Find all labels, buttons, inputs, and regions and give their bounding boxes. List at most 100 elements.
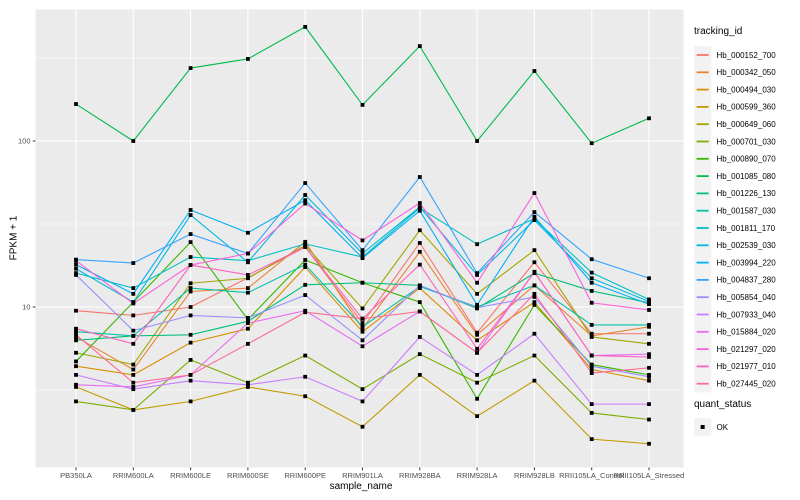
data-point [647, 365, 651, 370]
data-point [246, 273, 250, 277]
data-point [589, 335, 594, 339]
data-point [131, 286, 136, 290]
x-tick-label: RRIM901LA [342, 471, 383, 480]
data-point [74, 266, 78, 271]
data-point [74, 372, 78, 377]
data-point [131, 139, 136, 143]
data-point [647, 417, 651, 422]
data-point [188, 372, 193, 377]
data-point [532, 210, 537, 214]
data-point [475, 139, 479, 143]
data-point [246, 326, 250, 331]
data-point [417, 241, 422, 245]
data-point [475, 305, 479, 310]
legend-item-label: Hb_015884_020 [717, 328, 777, 337]
data-point [475, 332, 479, 337]
data-point [74, 102, 78, 106]
data-point [131, 372, 136, 377]
data-point [475, 330, 479, 335]
data-point [188, 232, 193, 236]
legend-item-label: Hb_001226_130 [717, 189, 777, 198]
data-point [188, 340, 193, 345]
legend-item-label: Hb_000342_050 [717, 68, 777, 77]
data-point [246, 382, 250, 387]
data-point [589, 270, 594, 275]
data-point [188, 332, 193, 337]
data-point [303, 201, 308, 206]
data-point [74, 273, 78, 277]
legend-item-label: Hb_003994_220 [717, 258, 777, 267]
data-point [532, 283, 537, 288]
data-point [417, 300, 422, 305]
data-point [360, 280, 365, 285]
data-point [360, 326, 365, 331]
legend-item-label: Hb_001811_170 [717, 224, 776, 233]
data-point [188, 66, 193, 70]
y-axis-title: FPKM + 1 [8, 215, 20, 261]
data-point [246, 260, 250, 265]
data-point [417, 208, 422, 213]
data-point [360, 256, 365, 261]
data-point [246, 276, 250, 281]
legend-item-label: Hb_000701_030 [717, 137, 777, 146]
data-point [303, 24, 308, 29]
data-point [360, 248, 365, 253]
data-point [246, 385, 250, 389]
data-point [303, 181, 308, 185]
data-point [589, 300, 594, 305]
data-point [475, 414, 479, 419]
data-point [417, 352, 422, 357]
data-point [475, 396, 479, 401]
data-point [360, 306, 365, 311]
data-point [417, 249, 422, 254]
data-point [647, 355, 651, 359]
data-point [74, 364, 78, 369]
data-point [131, 362, 136, 367]
data-point [532, 218, 537, 222]
data-point [532, 69, 537, 73]
y-tick-label: 10 [22, 303, 30, 312]
data-point [74, 359, 78, 364]
data-point [246, 321, 250, 325]
data-point [131, 385, 136, 389]
data-point [589, 353, 594, 358]
data-point [360, 424, 365, 429]
data-point [131, 291, 136, 296]
data-point [647, 378, 651, 383]
data-point [647, 331, 651, 336]
legend-item-label: Hb_000649_060 [717, 120, 777, 129]
data-point [360, 324, 365, 329]
data-point [360, 338, 365, 343]
data-point [131, 261, 136, 265]
legend-item-label: Hb_000152_700 [717, 51, 777, 60]
legend-item-label: Hb_002539_030 [717, 241, 777, 250]
data-point [188, 208, 193, 212]
legend-item-label: Hb_005854_040 [717, 293, 777, 302]
data-point [74, 326, 78, 331]
data-point [360, 329, 365, 334]
quant-legend-point [700, 425, 705, 429]
y-tick-label: 100 [18, 137, 31, 146]
data-point [303, 245, 308, 249]
x-tick-label: RRII105LA_Control [559, 471, 624, 480]
data-point [131, 387, 136, 392]
data-point [589, 141, 594, 146]
data-point [647, 441, 651, 446]
data-point [131, 301, 136, 306]
data-point [532, 191, 537, 195]
data-point [532, 260, 537, 265]
data-point [589, 257, 594, 262]
data-point [188, 255, 193, 259]
data-point [246, 251, 250, 256]
x-tick-label: PB350LA [60, 471, 92, 480]
data-point [475, 280, 479, 285]
data-point [303, 265, 308, 269]
data-point [589, 411, 594, 415]
data-point [246, 341, 250, 346]
data-point [532, 302, 537, 307]
data-point [589, 371, 594, 375]
data-point [417, 44, 422, 48]
data-point [532, 300, 537, 305]
x-tick-label: RRIM600LE [170, 471, 211, 480]
